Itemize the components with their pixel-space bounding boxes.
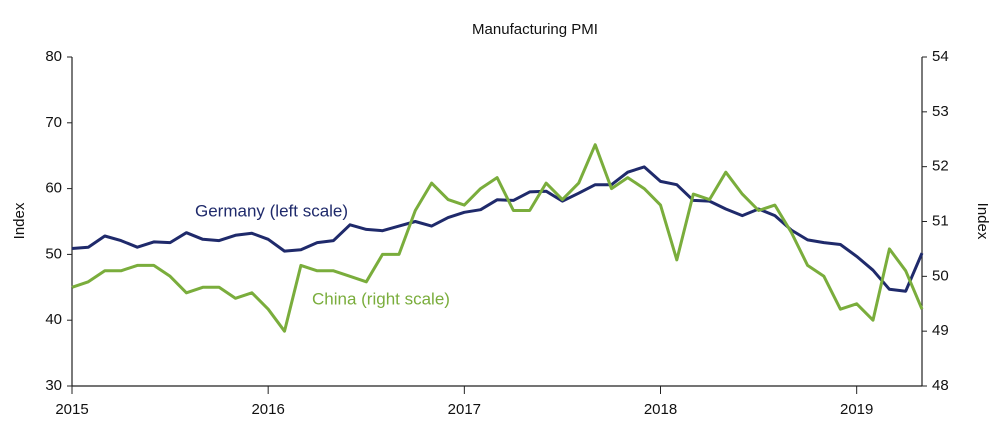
y2-tick-label: 52 xyxy=(932,158,949,175)
x-tick-label: 2017 xyxy=(448,401,481,418)
x-tick-label: 2016 xyxy=(251,401,284,418)
y2-tick-label: 51 xyxy=(932,212,949,229)
y2-tick-label: 53 xyxy=(932,103,949,120)
x-tick-label: 2015 xyxy=(55,401,88,418)
series-label: Germany (left scale) xyxy=(195,201,348,220)
series-line xyxy=(71,165,924,293)
series-label: China (right scale) xyxy=(312,289,450,308)
y-tick-label: 30 xyxy=(45,377,62,394)
y2-axis-label: Index xyxy=(974,203,991,240)
y2-tick-label: 50 xyxy=(932,267,949,284)
y-tick-label: 70 xyxy=(45,114,62,131)
y-axis-label: Index xyxy=(11,202,28,239)
y-tick-label: 60 xyxy=(45,180,62,197)
y2-tick-label: 54 xyxy=(932,48,949,65)
y-tick-label: 40 xyxy=(45,311,62,328)
y2-tick-label: 49 xyxy=(932,322,949,339)
series-line xyxy=(71,143,924,333)
y2-tick-label: 48 xyxy=(932,377,949,394)
chart-title: Manufacturing PMI xyxy=(472,21,598,38)
x-tick-label: 2018 xyxy=(644,401,677,418)
y-tick-label: 50 xyxy=(45,245,62,262)
y-tick-label: 80 xyxy=(45,48,62,65)
x-tick-label: 2019 xyxy=(840,401,873,418)
